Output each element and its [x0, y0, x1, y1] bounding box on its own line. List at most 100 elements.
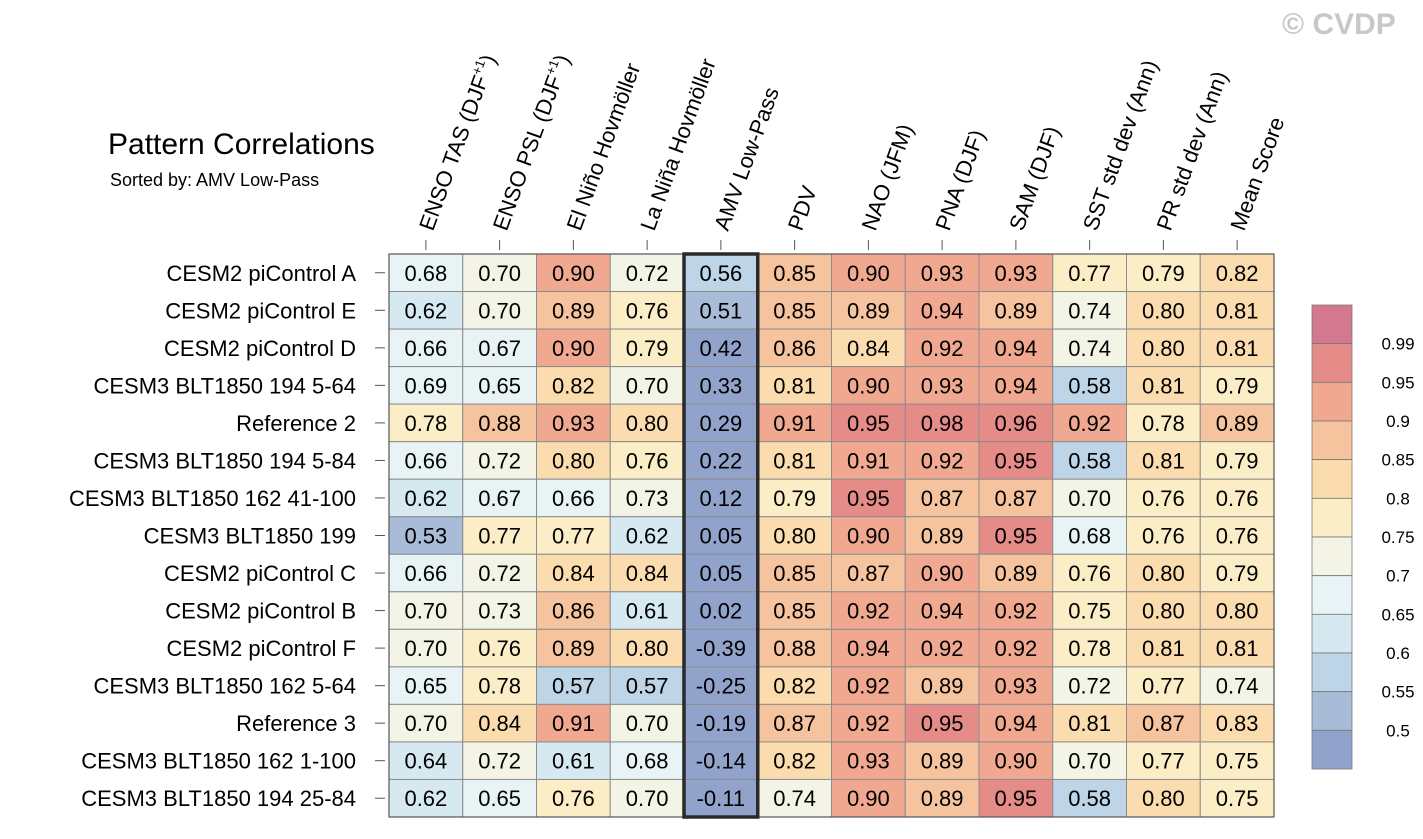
heatmap-cell — [1052, 366, 1127, 405]
cell-value: 0.76 — [1068, 561, 1111, 586]
cell-value: 0.89 — [847, 298, 890, 323]
column-header: SAM (DJF) — [1004, 123, 1065, 234]
cell-value: 0.62 — [404, 486, 447, 511]
column-header-text: ENSO PSL (DJF — [488, 72, 567, 234]
cell-value: 0.95 — [994, 448, 1037, 473]
heatmap-cell — [1199, 553, 1275, 593]
heatmap-cell — [1126, 478, 1201, 518]
cell-value: 0.76 — [1216, 524, 1259, 549]
heatmap-cell — [1199, 366, 1275, 405]
heatmap-cell — [609, 366, 685, 405]
cell-value: 0.72 — [478, 448, 521, 473]
heatmap-cell — [1199, 478, 1275, 518]
heatmap-cell — [683, 741, 759, 780]
heatmap-cell — [462, 516, 537, 555]
colorbar-tick-label: 0.6 — [1386, 644, 1410, 663]
cell-value: 0.61 — [626, 599, 669, 624]
row-label: CESM3 BLT1850 194 5-84 — [93, 448, 356, 473]
heatmap-cell — [536, 328, 611, 368]
cell-value: 0.90 — [847, 261, 890, 286]
heatmap-cell — [978, 553, 1054, 593]
heatmap-cell — [1052, 553, 1127, 593]
cell-value: 0.56 — [699, 261, 742, 286]
cell-value: 0.86 — [552, 599, 595, 624]
cell-value: 0.75 — [1068, 599, 1111, 624]
cell-value: 0.79 — [1216, 448, 1259, 473]
heatmap-cell — [757, 553, 832, 593]
cell-value: 0.76 — [1142, 486, 1185, 511]
heatmap-cell — [757, 628, 832, 668]
cell-value: 0.67 — [478, 336, 521, 361]
cell-value: 0.90 — [921, 561, 964, 586]
cell-value: 0.89 — [921, 674, 964, 699]
column-header: PR std dev (Ann) — [1152, 68, 1233, 234]
cell-value: 0.93 — [921, 373, 964, 398]
heatmap-cell — [609, 403, 685, 443]
heatmap-cell — [536, 591, 611, 630]
column-header-text: NAO (JFM) — [857, 121, 919, 234]
heatmap-cell — [683, 553, 759, 593]
heatmap-cell — [978, 291, 1054, 330]
cell-value: 0.58 — [1068, 448, 1111, 473]
cell-value: 0.76 — [552, 786, 595, 811]
heatmap-cell — [757, 253, 832, 293]
cell-value: 0.89 — [994, 561, 1037, 586]
cell-value: 0.74 — [773, 786, 816, 811]
cell-value: 0.94 — [994, 336, 1037, 361]
cell-value: 0.66 — [404, 561, 447, 586]
cell-value: 0.92 — [1068, 411, 1111, 436]
heatmap-cell — [757, 478, 832, 518]
heatmap-cell — [683, 703, 759, 743]
cell-value: 0.66 — [404, 336, 447, 361]
heatmap-cell — [831, 366, 906, 405]
column-header: SST std dev (Ann) — [1078, 57, 1163, 234]
cell-value: 0.74 — [1068, 298, 1111, 323]
cell-value: 0.89 — [552, 298, 595, 323]
cell-value: 0.42 — [699, 336, 742, 361]
heatmap-cell — [1199, 328, 1275, 368]
cell-value: 0.57 — [626, 674, 669, 699]
colorbar-box — [1311, 381, 1353, 422]
cell-value: 0.70 — [1068, 486, 1111, 511]
cell-value: 0.89 — [921, 524, 964, 549]
cvdp-watermark: © CVDP — [1282, 8, 1396, 41]
heatmap-cell — [904, 553, 980, 593]
cell-value: 0.70 — [478, 261, 521, 286]
cell-value: 0.94 — [994, 711, 1037, 736]
cell-value: 0.66 — [552, 486, 595, 511]
cell-value: 0.94 — [921, 298, 964, 323]
cell-value: 0.78 — [478, 674, 521, 699]
cell-value: 0.85 — [773, 261, 816, 286]
chart-title: Pattern Correlations — [108, 128, 375, 161]
heatmap-cell — [1199, 253, 1275, 293]
heatmap-cell — [462, 778, 537, 818]
heatmap-cell — [1199, 628, 1275, 668]
colorbar-box — [1311, 613, 1353, 654]
cell-value: 0.73 — [626, 486, 669, 511]
cell-value: 0.80 — [626, 411, 669, 436]
cell-value: 0.72 — [478, 561, 521, 586]
column-header-text: La Niña Hovmöller — [635, 55, 720, 234]
cell-value: 0.62 — [404, 786, 447, 811]
cell-value: 0.33 — [699, 373, 742, 398]
heatmap-cell — [757, 328, 832, 368]
row-label: CESM2 piControl C — [164, 561, 356, 586]
heatmap-cell — [388, 441, 464, 480]
cell-value: 0.80 — [773, 524, 816, 549]
cell-value: 0.90 — [847, 786, 890, 811]
row-label: CESM2 piControl E — [165, 298, 356, 323]
heatmap-cell — [831, 666, 906, 705]
row-label: CESM2 piControl B — [165, 599, 356, 624]
heatmap-cell — [978, 516, 1054, 555]
colorbar-tick-label: 0.75 — [1381, 528, 1414, 547]
cell-value: 0.78 — [1068, 636, 1111, 661]
heatmap-cell — [388, 778, 464, 818]
heatmap-cell — [609, 441, 685, 480]
heatmap-cell — [536, 291, 611, 330]
heatmap-cell — [831, 441, 906, 480]
column-header-text: SAM (DJF) — [1004, 123, 1065, 234]
column-header: PDV — [783, 182, 822, 233]
cell-value: -0.11 — [697, 786, 746, 811]
heatmap-cell — [536, 666, 611, 705]
heatmap-cell — [609, 516, 685, 555]
